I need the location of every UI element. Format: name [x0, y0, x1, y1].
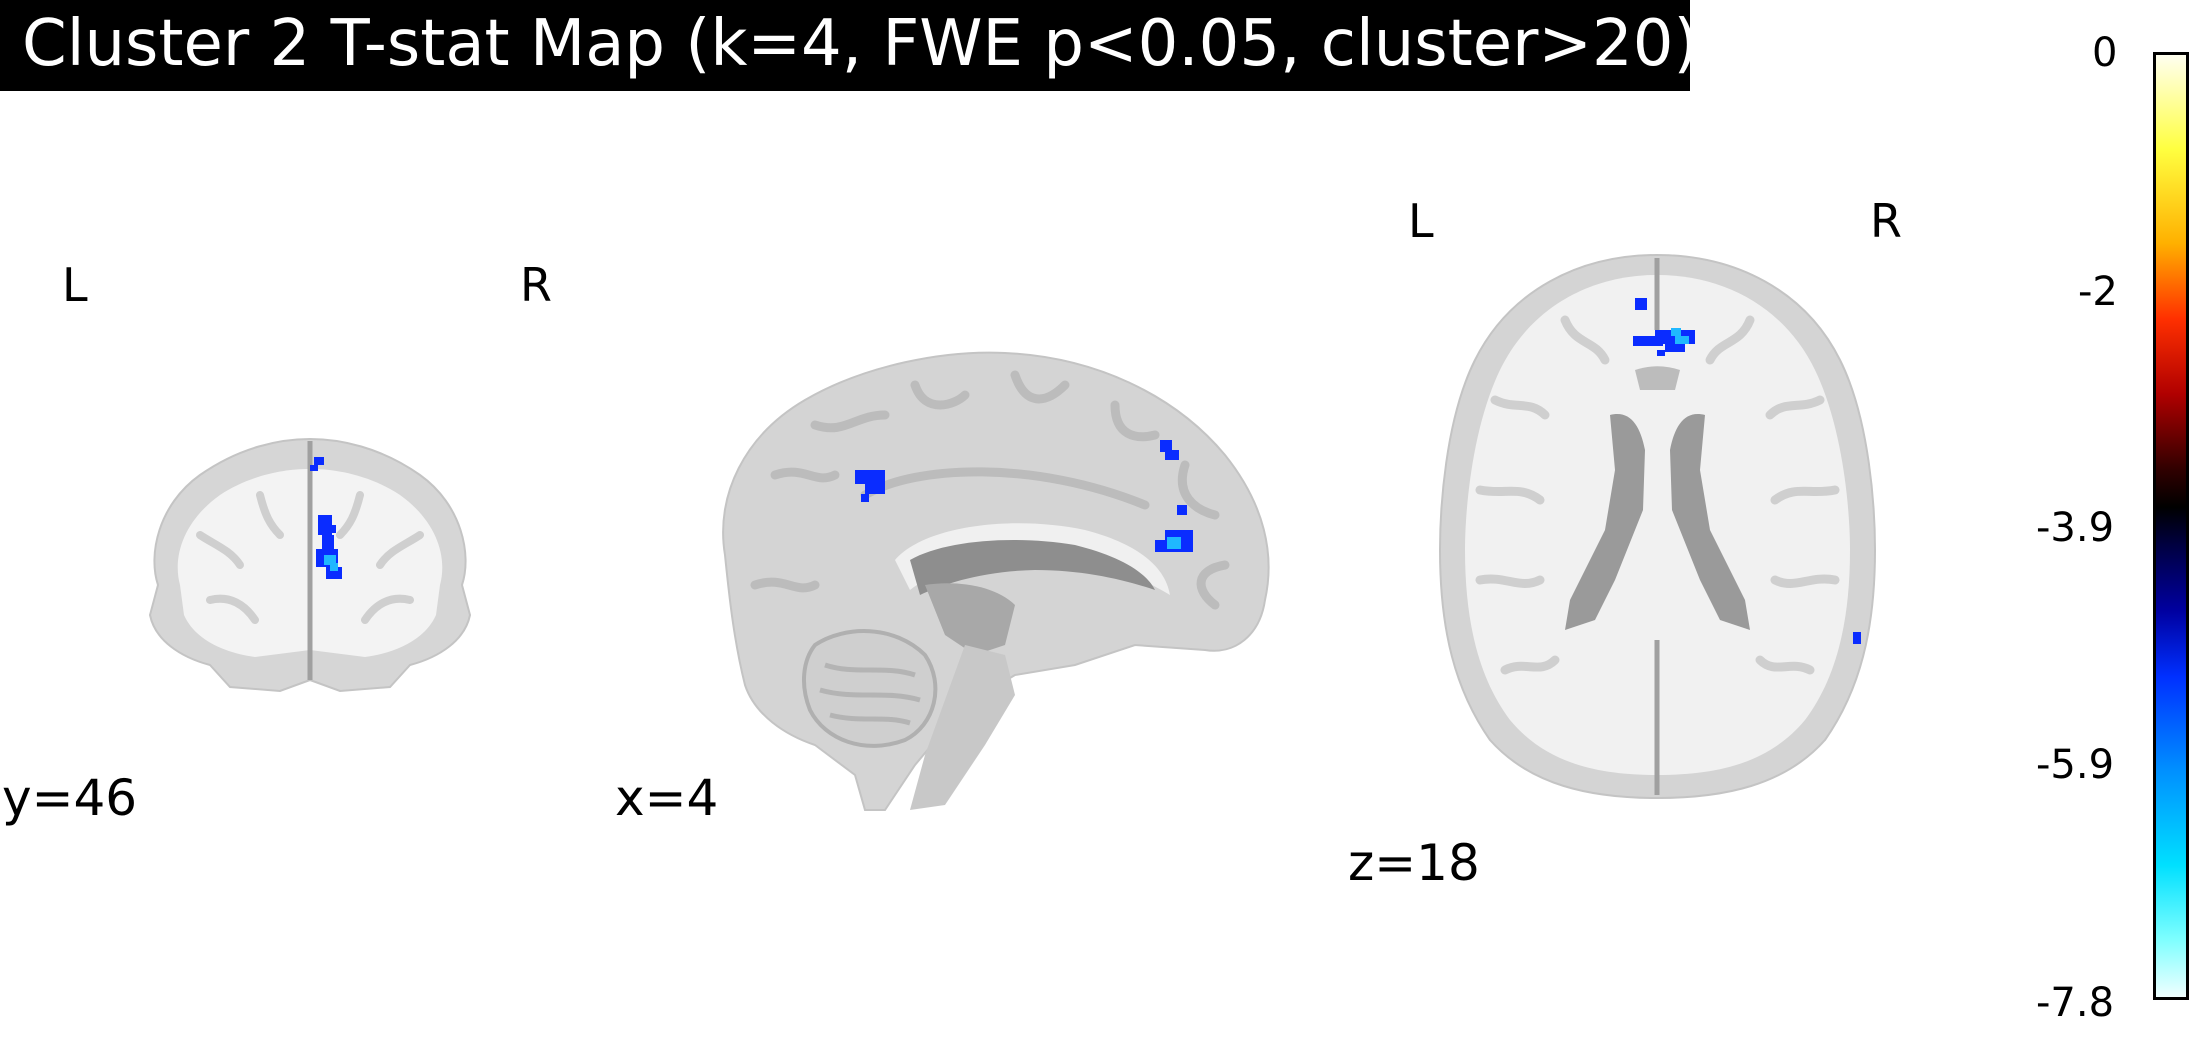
sagittal-activation — [855, 440, 1193, 552]
coronal-left-label: L — [62, 258, 88, 312]
sagittal-coordinate: x=4 — [615, 769, 719, 827]
axial-right-label: R — [1870, 194, 1902, 248]
axial-left-label: L — [1408, 194, 1434, 248]
colorbar — [2153, 52, 2189, 1000]
colorbar-tick-1: -2 — [2078, 269, 2118, 315]
coronal-coordinate: y=46 — [2, 769, 138, 827]
axial-brain-slice — [1438, 253, 1877, 800]
figure-title-bar: Cluster 2 T-stat Map (k=4, FWE p<0.05, c… — [0, 0, 1698, 91]
colorbar-tick-2: -3.9 — [2036, 505, 2115, 551]
figure-title: Cluster 2 T-stat Map (k=4, FWE p<0.05, c… — [22, 7, 1699, 81]
coronal-right-label: R — [520, 258, 552, 312]
colorbar-tick-0: 0 — [2092, 30, 2118, 76]
coronal-brain-slice — [148, 437, 472, 693]
sagittal-brain-slice — [722, 351, 1270, 811]
colorbar-tick-4: -7.8 — [2036, 980, 2115, 1026]
axial-coordinate: z=18 — [1348, 834, 1480, 892]
colorbar-tick-3: -5.9 — [2036, 742, 2115, 788]
